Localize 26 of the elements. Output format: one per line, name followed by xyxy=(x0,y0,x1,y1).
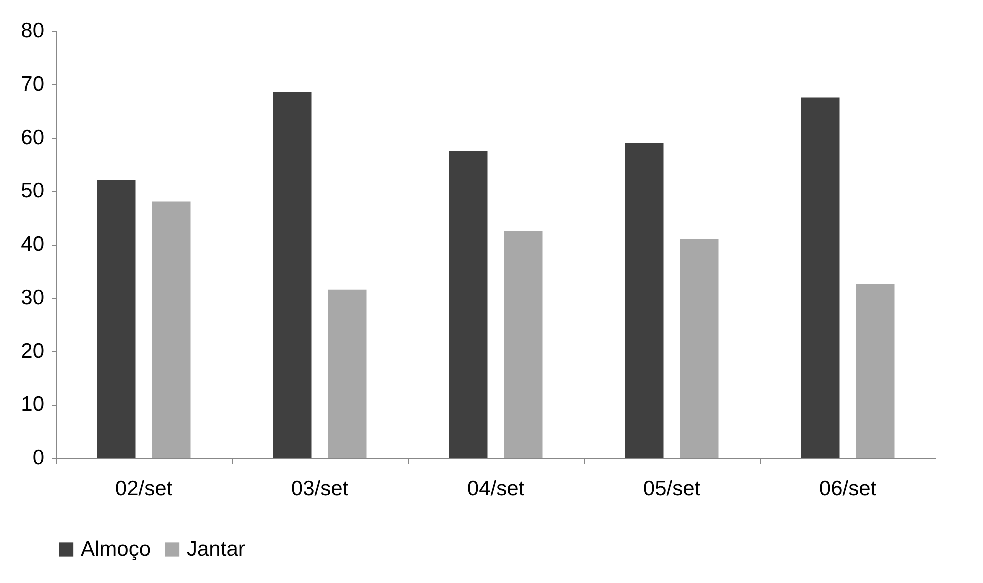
legend-label: Almoço xyxy=(81,538,152,561)
bar xyxy=(504,231,543,458)
y-tick-label: 60 xyxy=(21,126,44,150)
x-tick-label: 03/set xyxy=(291,478,349,500)
bar xyxy=(680,239,719,458)
bar xyxy=(449,151,488,458)
legend-label: Jantar xyxy=(187,538,246,561)
x-tick-label: 04/set xyxy=(467,478,525,500)
x-tick-label: 05/set xyxy=(643,478,701,500)
bar xyxy=(856,284,895,458)
bar xyxy=(152,202,191,458)
y-tick-label: 30 xyxy=(21,286,44,310)
bar xyxy=(273,92,312,458)
bar xyxy=(625,143,664,458)
y-tick-label: 40 xyxy=(21,233,44,256)
y-tick-label: 80 xyxy=(21,20,44,42)
y-tick-label: 50 xyxy=(21,180,44,203)
x-tick-label: 06/set xyxy=(819,478,877,500)
y-tick-label: 20 xyxy=(21,340,44,363)
x-tick-label: 02/set xyxy=(115,478,173,500)
bar xyxy=(328,290,367,458)
bar xyxy=(97,180,136,458)
y-tick-label: 10 xyxy=(21,393,44,416)
y-tick-label: 70 xyxy=(21,72,44,96)
y-tick-label: 0 xyxy=(32,446,44,470)
bar xyxy=(801,98,840,458)
